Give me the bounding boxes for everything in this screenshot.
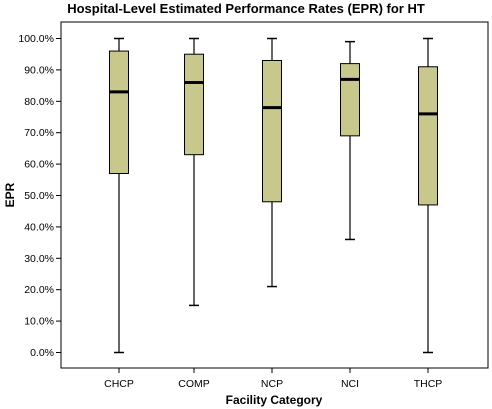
iqr-box [109, 50, 129, 175]
y-axis-title: EPR [3, 182, 17, 207]
y-tick-label: 40.0% [24, 221, 54, 233]
x-tick-label: NCP [261, 378, 283, 390]
y-tick-label: 20.0% [24, 284, 54, 296]
y-tick-label: 10.0% [24, 316, 54, 328]
y-tick-label: 80.0% [24, 96, 54, 108]
box-nci [340, 40, 360, 241]
x-tick-label: CHCP [104, 378, 134, 390]
y-tick-label: 50.0% [24, 190, 54, 202]
iqr-box [418, 66, 438, 206]
y-tick-label: 70.0% [24, 127, 54, 139]
x-axis-title: Facility Category [226, 393, 323, 407]
box-comp [184, 37, 204, 307]
y-tick-label: 0.0% [30, 347, 54, 359]
x-tick-label: NCI [341, 378, 359, 390]
iqr-box [262, 59, 282, 203]
y-tick-label: 90.0% [24, 64, 54, 76]
x-tick-label: THCP [414, 378, 443, 390]
box-thcp [418, 37, 438, 354]
y-axis: 0.0% 10.0% 20.0% 30.0% 40.0% 50.0% 60.0% 70.0% 8… [18, 33, 61, 359]
iqr-box [340, 63, 360, 137]
y-tick-label: 30.0% [24, 253, 54, 265]
box-ncp [262, 37, 282, 288]
box-chcp [109, 37, 129, 354]
y-tick-label: 100.0% [18, 33, 54, 45]
x-axis: CHCP COMP NCP NCI THCP [104, 368, 442, 390]
x-tick-label: COMP [178, 378, 210, 390]
chart-title: Hospital-Level Estimated Performance Rat… [67, 1, 425, 16]
y-tick-label: 60.0% [24, 159, 54, 171]
iqr-box [184, 53, 204, 156]
boxes-group [109, 37, 438, 354]
